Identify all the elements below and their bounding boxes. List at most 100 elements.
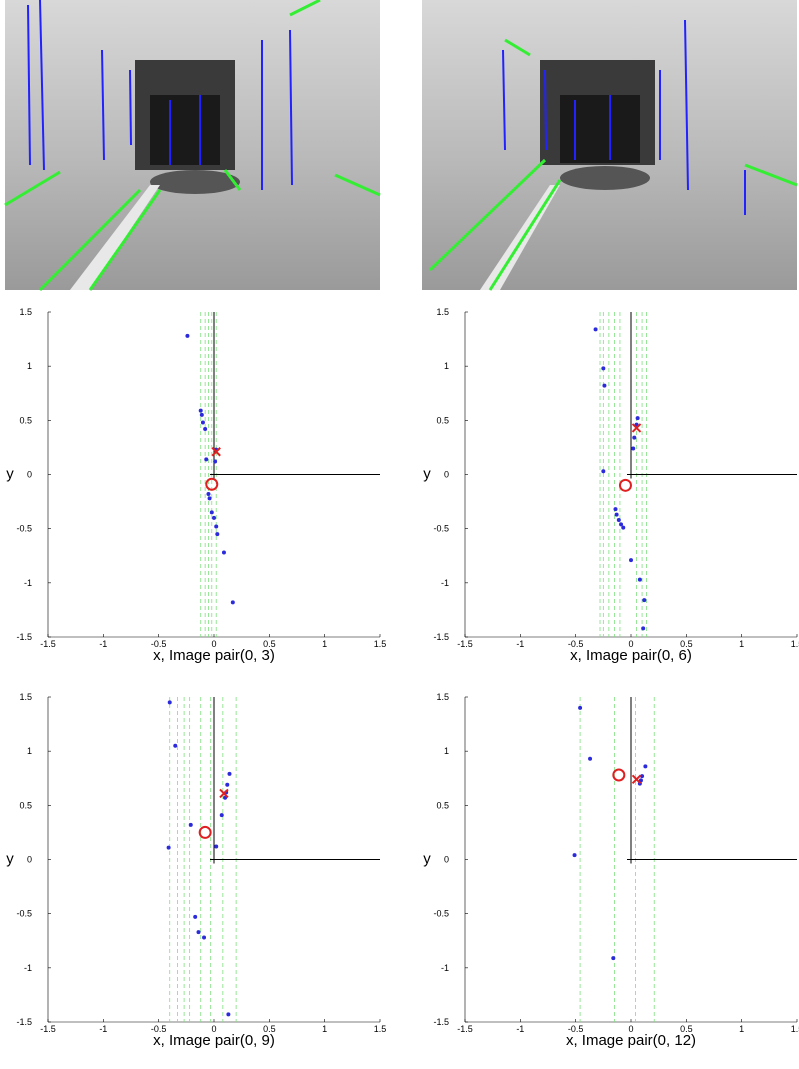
x-tick-label: 0 xyxy=(211,639,216,649)
y-tick-label: -1 xyxy=(24,963,32,973)
y-tick-label: 0.5 xyxy=(19,800,32,810)
x-tick-label: 1 xyxy=(739,639,744,649)
point xyxy=(621,525,626,530)
point xyxy=(213,459,218,464)
point xyxy=(209,510,214,515)
point xyxy=(601,469,606,474)
x-tick-label: -1.5 xyxy=(40,1024,56,1034)
y-tick-label: -0.5 xyxy=(433,524,449,534)
point xyxy=(643,764,648,769)
point xyxy=(614,512,619,517)
x-tick-label: 0.5 xyxy=(680,639,693,649)
y-tick-label: -0.5 xyxy=(16,909,32,919)
x-axis-label: x, Image pair(0, 12) xyxy=(566,1032,696,1049)
scatter-chart: -1.5 -1 -0.5 0 0.5 1 1.5 -1.5 -1 -0.5 0 0.5 1 1.5 x, I… xyxy=(6,307,386,664)
photo-left xyxy=(4,0,381,292)
point xyxy=(167,700,172,705)
point xyxy=(166,845,171,850)
point xyxy=(215,532,220,537)
x-tick-label: 0.5 xyxy=(680,1024,693,1034)
x-tick-label: -1 xyxy=(99,1024,107,1034)
y-tick-label: -1.5 xyxy=(16,632,32,642)
point xyxy=(202,935,207,940)
x-tick-label: -1 xyxy=(99,639,107,649)
point xyxy=(631,446,636,451)
point xyxy=(198,408,203,413)
photo-right xyxy=(422,0,798,291)
point xyxy=(193,914,198,919)
point xyxy=(642,598,647,603)
x-tick-label: -1.5 xyxy=(457,1024,473,1034)
y-axis-label: y xyxy=(423,466,431,483)
y-tick-label: -0.5 xyxy=(433,909,449,919)
y-tick-label: 1 xyxy=(444,361,449,371)
truth-marker xyxy=(631,423,642,433)
x-tick-label: -1 xyxy=(516,1024,524,1034)
point xyxy=(203,427,208,431)
point xyxy=(588,756,593,761)
point xyxy=(188,822,193,827)
y-tick-label: -1.5 xyxy=(433,632,449,642)
point xyxy=(637,577,642,582)
y-tick-label: 1.5 xyxy=(436,692,449,702)
y-tick-label: -1 xyxy=(441,963,449,973)
scatter-chart: -1.5 -1 -0.5 0 0.5 1 1.5 -1.5 -1 -0.5 0 0.5 1 1.5 x, I… xyxy=(6,692,386,1049)
x-tick-label: 1 xyxy=(739,1024,744,1034)
point xyxy=(212,515,216,520)
x-tick-label: 1 xyxy=(322,639,327,649)
y-tick-label: 0 xyxy=(444,470,449,480)
x-tick-label: 0 xyxy=(211,1024,216,1034)
y-axis-label: y xyxy=(6,466,14,483)
y-axis-label: y xyxy=(6,851,14,868)
x-axis-label: x, Image pair(0, 9) xyxy=(153,1032,275,1049)
point xyxy=(214,844,219,849)
point xyxy=(225,782,230,787)
y-tick-label: 1.5 xyxy=(436,307,449,317)
point xyxy=(226,1012,231,1017)
x-tick-label: 1 xyxy=(322,1024,327,1034)
x-tick-label: -0.5 xyxy=(568,639,584,649)
truth-marker xyxy=(211,447,221,457)
point xyxy=(214,524,219,529)
estimate-marker xyxy=(618,478,632,492)
point xyxy=(619,522,624,527)
point xyxy=(173,743,178,748)
point xyxy=(632,435,637,440)
point xyxy=(601,366,606,371)
x-tick-label: -0.5 xyxy=(151,1024,167,1034)
point xyxy=(578,705,583,710)
point xyxy=(602,383,607,388)
point xyxy=(640,774,645,779)
scatter-chart: -1.5 -1 -0.5 0 0.5 1 1.5 -1.5 -1 -0.5 0 0.5 1 1.5 x, I… xyxy=(423,307,799,664)
point xyxy=(185,333,190,338)
point xyxy=(616,518,621,522)
point xyxy=(206,492,211,496)
truth-marker xyxy=(631,774,642,785)
x-tick-label: 0 xyxy=(628,1024,633,1034)
point xyxy=(613,507,618,512)
y-tick-label: 0 xyxy=(444,855,449,865)
y-tick-label: 0.5 xyxy=(436,415,449,425)
x-tick-label: -1.5 xyxy=(457,639,473,649)
y-tick-label: -0.5 xyxy=(16,524,32,534)
y-tick-label: 0 xyxy=(27,855,32,865)
y-tick-label: -1 xyxy=(441,578,449,588)
y-tick-label: 1.5 xyxy=(19,692,32,702)
x-tick-label: -0.5 xyxy=(568,1024,584,1034)
point xyxy=(641,626,646,631)
point xyxy=(230,600,235,605)
point xyxy=(207,496,212,501)
x-tick-label: -1.5 xyxy=(40,639,56,649)
estimate-marker xyxy=(198,825,212,839)
point xyxy=(593,327,598,332)
point xyxy=(204,457,209,462)
y-tick-label: 0.5 xyxy=(19,415,32,425)
point xyxy=(629,558,633,563)
y-tick-label: 1 xyxy=(444,746,449,756)
x-tick-label: 0.5 xyxy=(263,1024,276,1034)
x-tick-label: 1.5 xyxy=(374,639,387,649)
y-tick-label: -1.5 xyxy=(433,1017,449,1027)
point xyxy=(221,550,226,555)
y-tick-label: 0.5 xyxy=(436,800,449,810)
